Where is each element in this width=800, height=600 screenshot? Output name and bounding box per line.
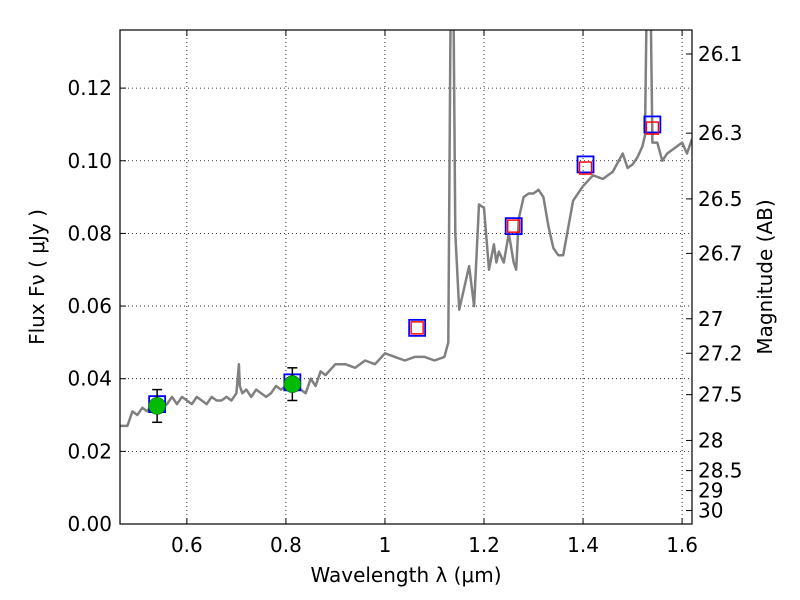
upper-limit-square bbox=[410, 321, 424, 335]
upper-limit-square bbox=[578, 161, 593, 175]
y2-axis-label: Magnitude (AB) bbox=[753, 199, 777, 354]
upper-limit-square bbox=[645, 121, 660, 135]
mag-tick-label: 26.3 bbox=[698, 121, 743, 145]
model-photometry-square bbox=[408, 318, 427, 337]
plot-frame bbox=[119, 29, 693, 525]
x-tick-label: 0.6 bbox=[171, 533, 203, 557]
observed-photometry-point bbox=[283, 375, 302, 393]
mag-tick-label: 28 bbox=[698, 428, 723, 452]
x-tick-label: 1 bbox=[379, 533, 392, 557]
upper-limit-square bbox=[507, 219, 521, 233]
y-tick-label: 0.12 bbox=[67, 76, 112, 100]
mag-tick-label: 27 bbox=[698, 307, 723, 331]
y-tick-label: 0.00 bbox=[67, 512, 112, 536]
mag-tick-label: 26.5 bbox=[698, 187, 743, 211]
mag-tick-label: 27.5 bbox=[698, 383, 743, 407]
mag-tick-label: 27.2 bbox=[698, 341, 743, 365]
mag-tick-label: 30 bbox=[698, 499, 723, 523]
plot-background bbox=[120, 30, 692, 524]
mag-tick-label: 26.1 bbox=[698, 42, 743, 66]
y-tick-label: 0.02 bbox=[67, 439, 112, 463]
y-axis-label: Flux Fν ( μJy ) bbox=[25, 209, 49, 345]
tick-labels: 0.6 0.8 1 1.2 1.4 1.6 0.00 0.02 0.04 0.06 0.08 0.10… bbox=[67, 42, 742, 557]
x-tick-label: 0.8 bbox=[270, 533, 302, 557]
model-photometry-square bbox=[504, 217, 523, 236]
y-tick-label: 0.04 bbox=[67, 367, 112, 391]
x-tick-label: 1.2 bbox=[468, 533, 500, 557]
mag-tick-label: 26.7 bbox=[698, 241, 743, 265]
mag-tick-label: 28.5 bbox=[698, 459, 743, 483]
spectrum-line bbox=[120, 30, 692, 428]
plot-area bbox=[120, 30, 692, 428]
markers bbox=[148, 115, 662, 424]
x-axis-label: Wavelength λ (μm) bbox=[310, 563, 501, 587]
y-tick-label: 0.08 bbox=[67, 221, 112, 245]
model-photometry-square bbox=[576, 155, 595, 174]
model-photometry-square bbox=[643, 115, 662, 134]
mag-tick-label: 29 bbox=[698, 479, 723, 503]
y-tick-label: 0.06 bbox=[67, 294, 112, 318]
axis-ticks bbox=[120, 30, 692, 525]
observed-photometry-point bbox=[148, 397, 166, 415]
y-tick-label: 0.10 bbox=[67, 149, 112, 173]
x-tick-label: 1.6 bbox=[666, 533, 698, 557]
x-tick-label: 1.4 bbox=[567, 533, 599, 557]
